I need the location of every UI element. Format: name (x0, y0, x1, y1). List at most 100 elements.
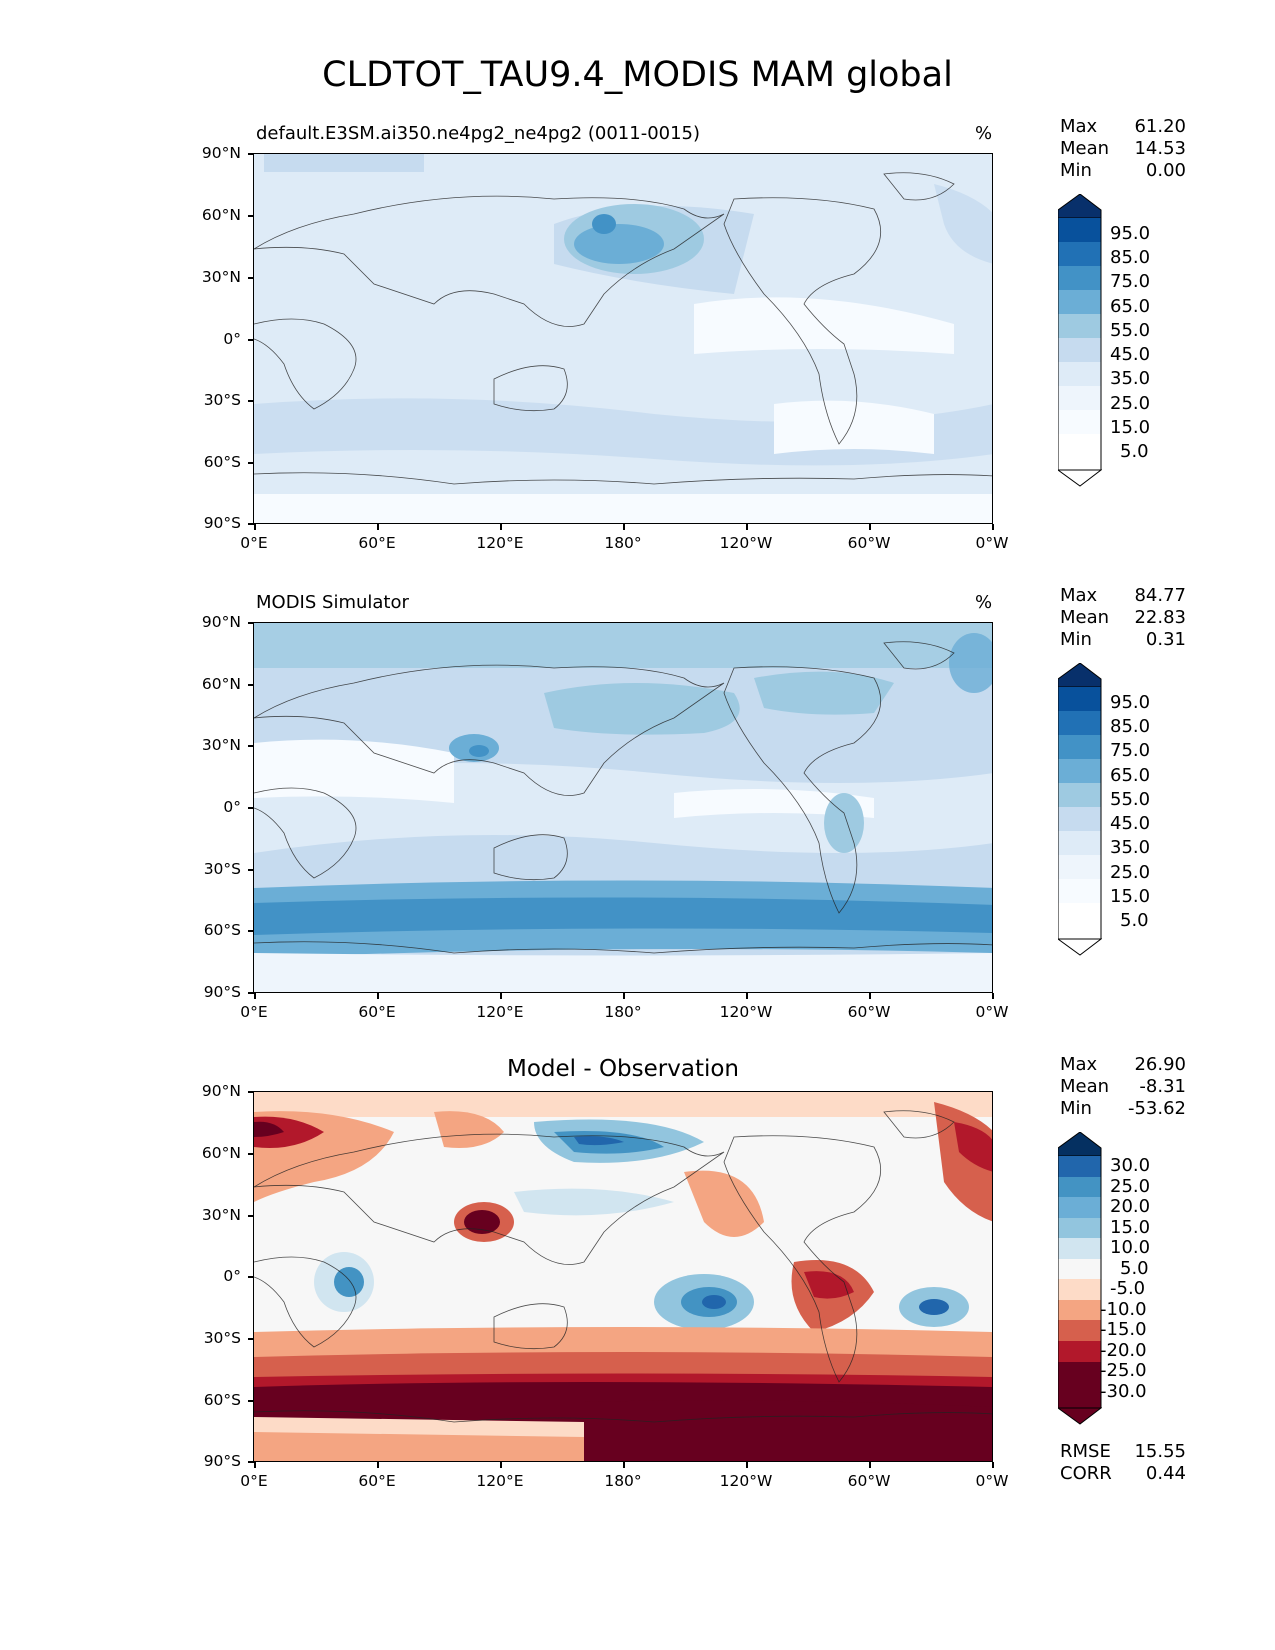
colorbar (1058, 1132, 1102, 1427)
lon-label: 60°E (358, 1003, 396, 1021)
metric-rmse: 15.55 (1134, 1441, 1186, 1462)
metric-label: CORR (1060, 1463, 1112, 1484)
stat-label: Mean (1060, 138, 1110, 159)
lat-label: 60°S (203, 1391, 241, 1409)
lon-label: 120°E (476, 1472, 524, 1490)
lon-label: 180° (604, 1472, 642, 1490)
lat-label: 30°N (201, 268, 241, 286)
lon-label: 0°E (240, 534, 268, 552)
panel-unit: % (975, 123, 993, 144)
colorbar-swatches (1058, 194, 1102, 487)
lat-label: 90°N (201, 144, 241, 162)
stat-mean: 22.83 (1134, 607, 1186, 628)
stat-max: 26.90 (1134, 1054, 1186, 1075)
colorbar-label: 45.0 (1110, 344, 1151, 365)
lat-label: 30°S (203, 860, 241, 878)
lon-label: 0°W (975, 1003, 1009, 1021)
panel-title: default.E3SM.ai350.ne4pg2_ne4pg2 (0011-0… (256, 123, 701, 144)
colorbar-label: -5.0 (1110, 1278, 1146, 1299)
lon-label: 120°W (719, 534, 773, 552)
colorbar-label: -10.0 (1100, 1299, 1147, 1320)
colorbar-label: 25.0 (1110, 393, 1151, 414)
lat-label: 30°S (203, 391, 241, 409)
lat-label: 90°S (203, 983, 241, 1001)
colorbar-label: 65.0 (1110, 296, 1151, 317)
colorbar (1058, 663, 1102, 958)
map-plot-observation (253, 622, 993, 993)
colorbar-label: 55.0 (1110, 320, 1151, 341)
colorbar-label: 10.0 (1110, 1237, 1151, 1258)
colorbar-label: -30.0 (1100, 1381, 1147, 1402)
lon-label: 0°W (975, 534, 1009, 552)
stat-label: Min (1060, 629, 1092, 650)
stat-mean: 14.53 (1134, 138, 1186, 159)
lat-label: 30°S (203, 1329, 241, 1347)
stats-block: Max 84.77 Mean 22.83 Min 0.31 (1060, 585, 1186, 651)
lon-label: 0°E (240, 1472, 268, 1490)
map-plot-model (253, 153, 993, 524)
colorbar (1058, 194, 1102, 489)
stat-label: Max (1060, 1054, 1098, 1075)
lat-label: 0° (223, 330, 241, 348)
lon-label: 180° (604, 1003, 642, 1021)
stats-block: Max 26.90 Mean -8.31 Min -53.62 (1060, 1054, 1186, 1120)
colorbar-label: 55.0 (1110, 789, 1151, 810)
colorbar-label: 75.0 (1110, 740, 1151, 761)
map-field-difference (254, 1092, 992, 1461)
map-plot-difference (253, 1091, 993, 1462)
colorbar-label: 15.0 (1110, 417, 1151, 438)
lon-label: 180° (604, 534, 642, 552)
lat-label: 60°N (201, 1144, 241, 1162)
colorbar-label: 35.0 (1110, 368, 1151, 389)
figure-title: CLDTOT_TAU9.4_MODIS MAM global (322, 55, 953, 95)
colorbar-label: 75.0 (1110, 271, 1151, 292)
stat-mean: -8.31 (1139, 1076, 1186, 1097)
lon-label: 0°E (240, 1003, 268, 1021)
lat-label: 90°S (203, 514, 241, 532)
stat-min: 0.31 (1145, 629, 1186, 650)
colorbar-swatches (1058, 1132, 1102, 1425)
colorbar-label: 45.0 (1110, 813, 1151, 834)
colorbar-label: 85.0 (1110, 247, 1151, 268)
colorbar-label: 25.0 (1110, 1176, 1151, 1197)
lon-label: 120°E (476, 534, 524, 552)
colorbar-label: 35.0 (1110, 837, 1151, 858)
stat-label: Mean (1060, 1076, 1110, 1097)
lon-label: 60°W (847, 534, 891, 552)
colorbar-label: 15.0 (1110, 1217, 1151, 1238)
lat-label: 0° (223, 798, 241, 816)
colorbar-label: 30.0 (1110, 1155, 1151, 1176)
lat-label: 60°S (203, 453, 241, 471)
colorbar-label: 95.0 (1110, 692, 1151, 713)
lat-label: 90°N (201, 613, 241, 631)
colorbar-label: 5.0 (1120, 441, 1149, 462)
lat-label: 0° (223, 1267, 241, 1285)
metrics-block: RMSE 15.55 CORR 0.44 (1060, 1441, 1186, 1485)
stat-label: Max (1060, 585, 1098, 606)
metric-label: RMSE (1060, 1441, 1111, 1462)
map-field-model (254, 154, 992, 523)
panel-title: Model - Observation (506, 1056, 740, 1082)
colorbar-label: 25.0 (1110, 862, 1151, 883)
metric-corr: 0.44 (1145, 1463, 1186, 1484)
stat-max: 84.77 (1134, 585, 1186, 606)
lon-label: 0°W (975, 1472, 1009, 1490)
lon-label: 120°W (719, 1003, 773, 1021)
colorbar-label: 95.0 (1110, 223, 1151, 244)
lat-label: 30°N (201, 1206, 241, 1224)
colorbar-label: 5.0 (1120, 1258, 1149, 1279)
lat-label: 90°S (203, 1452, 241, 1470)
lon-label: 120°W (719, 1472, 773, 1490)
lat-label: 30°N (201, 736, 241, 754)
stat-max: 61.20 (1134, 116, 1186, 137)
stat-min: -53.62 (1127, 1098, 1186, 1119)
stat-label: Min (1060, 1098, 1092, 1119)
colorbar-label: 15.0 (1110, 886, 1151, 907)
colorbar-swatches (1058, 663, 1102, 956)
lon-label: 60°W (847, 1003, 891, 1021)
stats-block: Max 61.20 Mean 14.53 Min 0.00 (1060, 116, 1186, 182)
map-field-observation (254, 623, 992, 992)
stat-label: Min (1060, 160, 1092, 181)
lon-label: 120°E (476, 1003, 524, 1021)
colorbar-label: -20.0 (1100, 1340, 1147, 1361)
